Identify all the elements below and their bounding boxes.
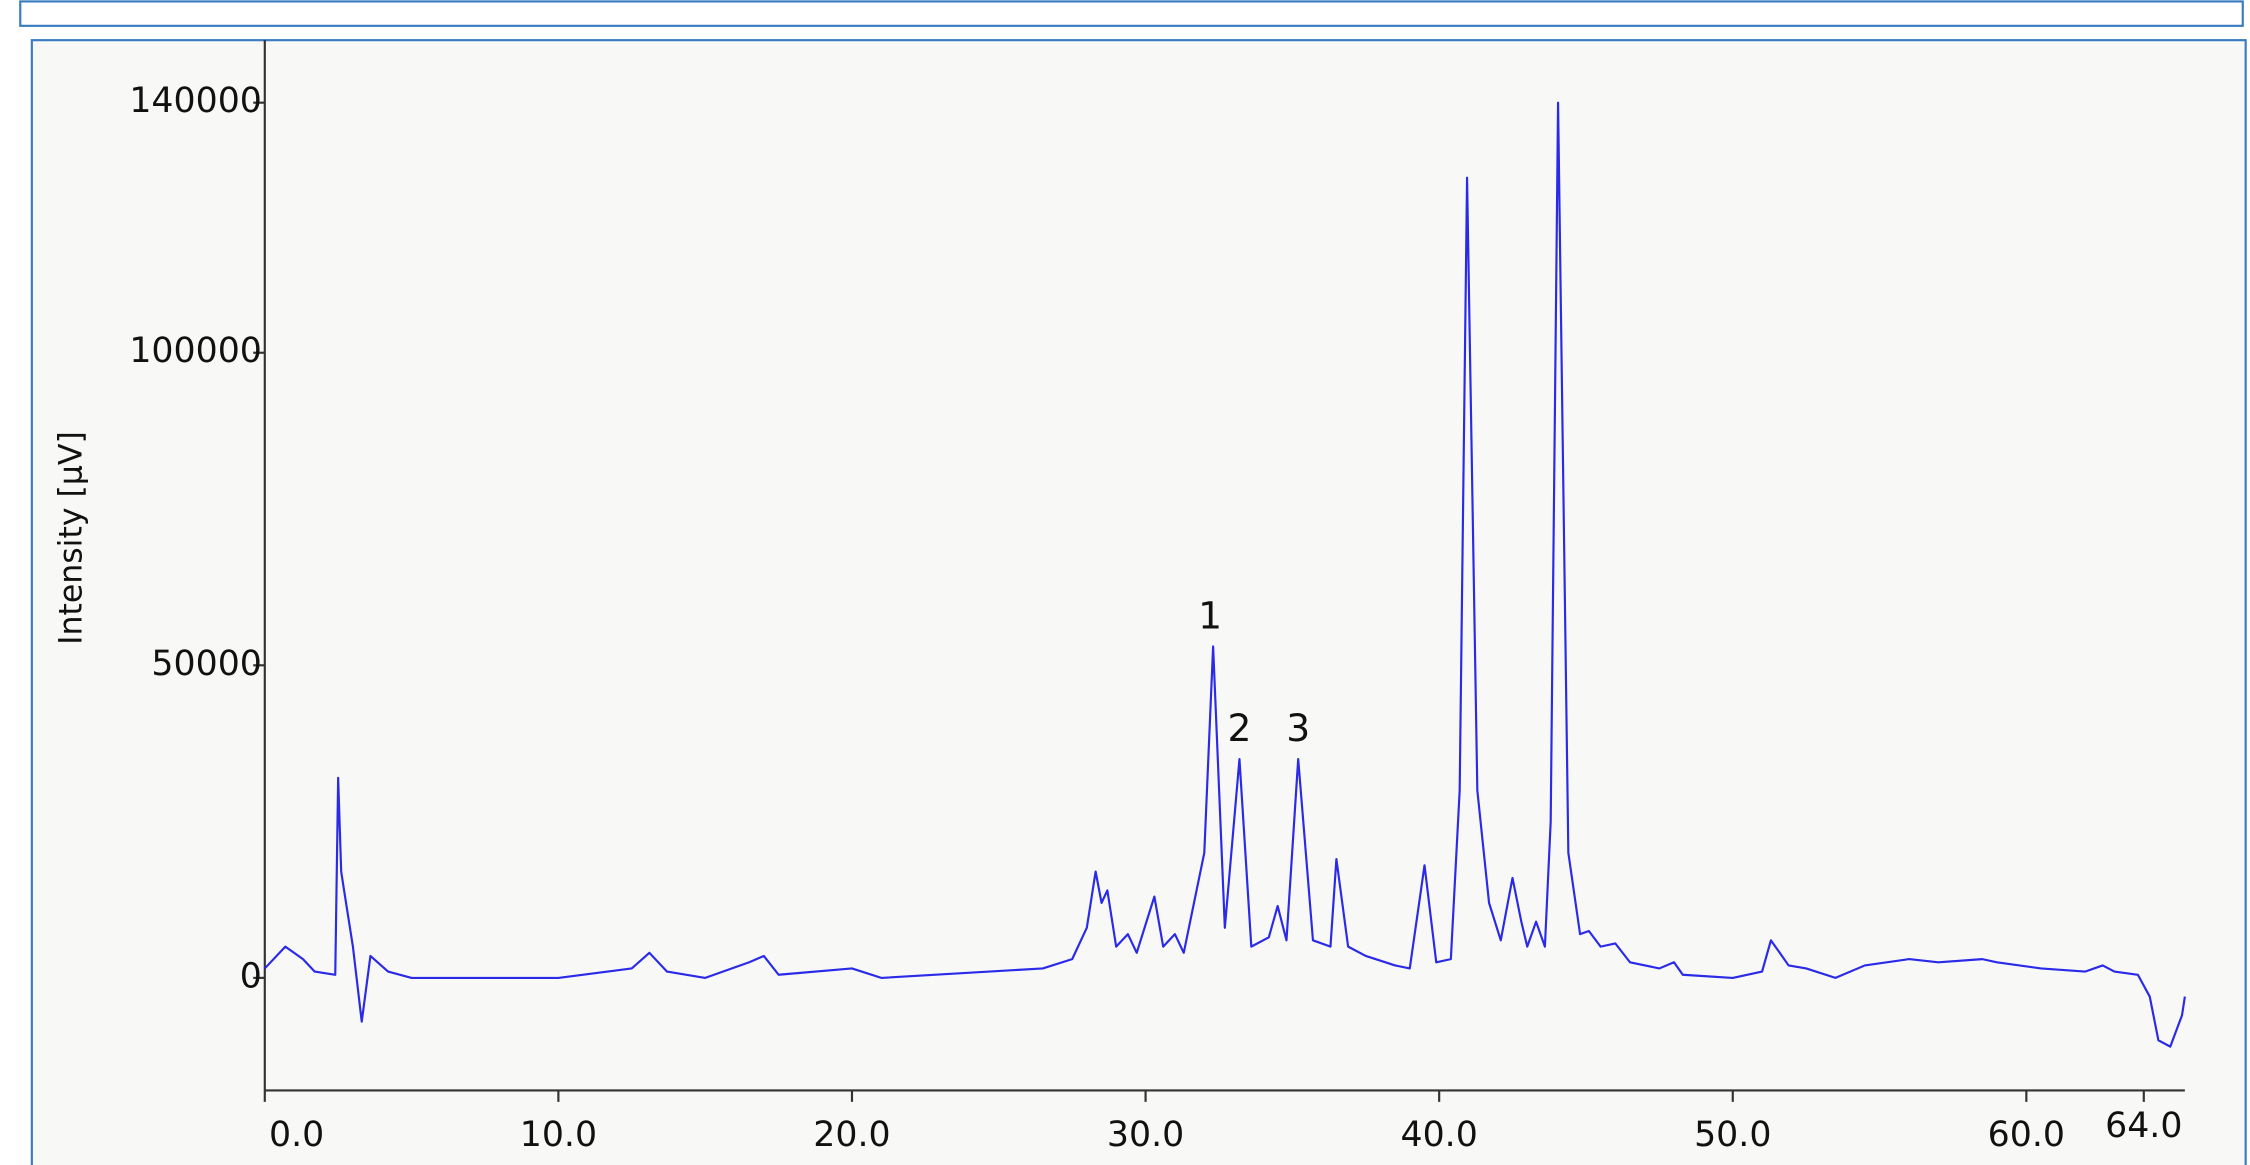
y-tick-label: 100000 [129,331,262,371]
y-tick-label: 140000 [129,81,262,121]
top-panel [20,1,2243,25]
chart-panel [32,40,2246,1165]
x-tick-label: 10.0 [520,1115,597,1155]
page: Intensity [µV] 0 50000 100000 140000 0.0 10.0… [0,0,2250,1165]
x-tick-label: 64.0 [2105,1106,2182,1146]
x-tick-label: 0.0 [269,1115,324,1155]
x-tick-label: 30.0 [1107,1115,1184,1155]
peak-label: 1 [1198,593,1222,637]
y-tick-label: 50000 [151,644,261,684]
y-axis-label: Intensity [µV] [53,431,89,645]
x-tick-label: 40.0 [1400,1115,1477,1155]
x-tick-label: 50.0 [1694,1115,1771,1155]
y-tick-label: 0 [240,956,262,996]
chart: Intensity [µV] 0 50000 100000 140000 0.0 10.0… [0,0,2250,1165]
peak-label: 2 [1228,706,1252,750]
x-tick-label: 60.0 [1988,1115,2065,1155]
x-tick-label: 20.0 [813,1115,890,1155]
peak-label: 3 [1286,706,1310,750]
